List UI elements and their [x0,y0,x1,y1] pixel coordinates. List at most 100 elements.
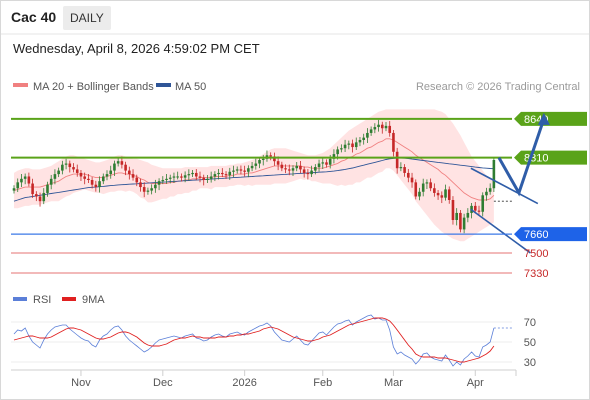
time-tick-label: Dec [153,377,173,389]
candle-body [451,200,455,220]
candle-body [354,142,358,148]
candle-body [291,168,295,171]
candle-body [477,210,481,212]
candle-body [247,168,250,172]
rsi-line [13,314,495,367]
candle-body [447,189,451,200]
candle-body [384,125,388,129]
candle-body [232,170,235,172]
candle-body [42,192,46,202]
candle-body [206,178,209,180]
candle-body [72,167,75,170]
scenario-arrow-head [537,112,550,125]
candle-body [235,169,239,171]
candle-body [35,194,38,197]
candle-body [183,175,187,178]
candle-body [243,170,246,172]
candle-body [485,191,488,196]
level-label-7660: 7660 [524,229,548,241]
rsi-tick-label: 30 [524,357,536,369]
candle-body [444,189,447,198]
candle-body [194,172,198,177]
candle-body [131,174,135,178]
candle-body [254,163,258,166]
ma20-legend-swatch [13,83,28,87]
candle-body [191,172,194,175]
candle-body [440,195,444,198]
candle-body [31,183,34,195]
candle-body [325,162,328,165]
rsi-ma-legend-swatch [62,297,76,301]
bollinger-band [14,109,494,242]
candle-body [340,148,343,150]
candle-body [38,196,42,202]
candle-body [128,170,131,175]
candle-body [79,172,83,177]
candle-body [273,156,276,162]
candle-body [49,178,53,185]
candle-body [23,176,27,179]
candle-body [295,165,299,169]
candle-body [228,171,232,176]
ma20-line [13,138,495,201]
candle-body [12,188,16,191]
timeframe-badge[interactable]: DAILY [63,6,111,30]
candle-body [53,174,57,179]
candle-body [154,184,157,189]
candle-body [392,132,395,152]
candle-body [150,188,153,191]
level-label-7330: 7330 [524,268,548,280]
candle-body [492,160,496,189]
candle-body [306,172,310,175]
candle-body [258,160,261,164]
copyright-text: Research © 2026 Trading Central [416,81,580,93]
candle-body [124,164,127,171]
candle-body [280,164,284,169]
candle-body [455,212,458,220]
candle-body [16,182,20,189]
rsi-tick-label: 50 [524,337,536,349]
candle-body [116,161,120,164]
candle-body [20,178,23,183]
candle-body [198,176,202,178]
rsi-tick-label: 70 [524,317,536,329]
level-tag-8640 [514,111,587,126]
candle-body [421,183,425,192]
level-label-7500: 7500 [524,248,548,260]
rsi-ma-line [13,317,495,363]
candle-body [57,170,60,175]
candle-body [135,177,139,183]
candle-body [362,137,365,140]
candle-body [61,164,64,171]
candle-body [351,143,354,148]
candle-body [473,205,477,211]
candle-body [332,154,336,159]
time-tick-label: Feb [313,377,332,389]
candle-body [418,191,421,197]
candle-body [239,169,243,171]
instrument-title: Cac 40 [11,9,57,25]
candle-body [87,178,90,180]
candle-body [429,182,432,189]
candle-body [336,149,339,155]
candle-body [425,182,429,184]
candle-body [46,184,49,193]
candle-body [276,161,280,165]
ma50-line [13,157,494,202]
candle-body [202,177,206,180]
candle-body [343,144,347,149]
candle-body [120,161,124,165]
time-tick-label: 2026 [232,377,256,389]
time-tick-label: Mar [384,377,403,389]
candle-body [64,163,68,165]
candle-body [101,176,105,182]
candle-body [75,169,79,173]
candle-body [180,176,183,178]
candle-body [369,129,373,133]
candle-body [217,172,220,175]
candle-body [168,177,172,179]
candle-body [94,184,98,188]
candle-body [328,158,332,165]
